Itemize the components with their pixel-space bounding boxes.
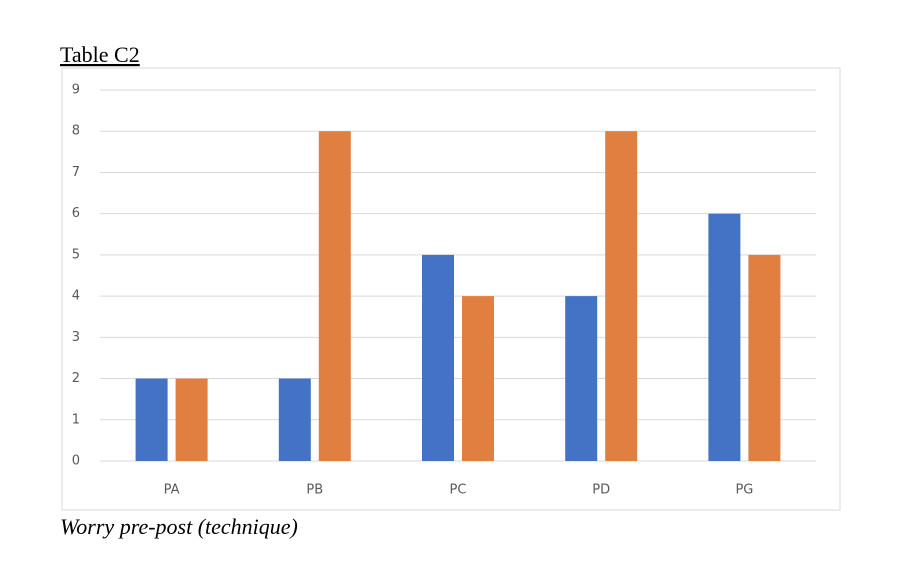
x-tick-label: PC: [450, 483, 467, 498]
x-tick-label: PD: [592, 483, 610, 498]
x-tick-label: PB: [306, 483, 323, 498]
y-tick-label: 9: [72, 83, 80, 98]
bar: [565, 296, 598, 461]
y-tick-label: 5: [72, 247, 80, 262]
y-tick-label: 3: [72, 330, 80, 345]
y-tick-label: 2: [72, 371, 80, 386]
chart-title: Table C2: [60, 42, 140, 67]
y-tick-label: 7: [72, 165, 80, 180]
bar: [175, 378, 208, 461]
y-tick-label: 0: [72, 454, 80, 469]
x-tick-label: PG: [735, 483, 753, 498]
bar: [278, 378, 311, 461]
bar: [708, 213, 741, 461]
bar: [135, 378, 168, 461]
chart-frame: [61, 67, 841, 511]
y-tick-label: 1: [72, 412, 80, 427]
y-tick-label: 8: [72, 124, 80, 139]
bar: [748, 254, 781, 461]
y-tick-label: 4: [72, 289, 80, 304]
bar: [462, 296, 494, 461]
bar: [318, 131, 351, 461]
bar: [605, 131, 638, 461]
chart-caption: Worry pre-post (technique): [60, 514, 298, 539]
y-tick-label: 6: [72, 206, 80, 221]
x-tick-label: PA: [164, 483, 180, 498]
bar: [422, 254, 454, 461]
